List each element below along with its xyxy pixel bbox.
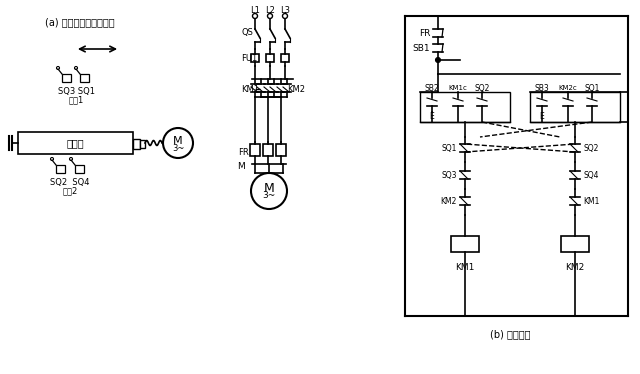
Text: SB3: SB3: [534, 83, 549, 92]
Circle shape: [251, 173, 287, 209]
Text: SQ3 SQ1: SQ3 SQ1: [58, 86, 95, 95]
Bar: [56, 165, 65, 173]
Text: SQ2: SQ2: [583, 144, 598, 153]
Text: KM1: KM1: [241, 85, 259, 94]
Text: KM2: KM2: [287, 85, 305, 94]
Text: KM2: KM2: [565, 263, 584, 272]
Text: M: M: [264, 181, 275, 194]
Text: L3: L3: [280, 6, 290, 15]
Circle shape: [74, 67, 77, 70]
Text: SQ4: SQ4: [583, 171, 598, 180]
Text: SQ1: SQ1: [584, 83, 600, 92]
Circle shape: [282, 13, 287, 18]
Text: (b) 控制线路: (b) 控制线路: [490, 329, 531, 339]
Bar: [18, 132, 133, 154]
Circle shape: [70, 157, 72, 160]
Text: KM1: KM1: [583, 196, 600, 205]
Text: KM2c: KM2c: [559, 85, 577, 91]
Bar: [80, 74, 89, 82]
Text: SQ3: SQ3: [442, 171, 457, 180]
Text: M: M: [237, 162, 244, 171]
Bar: [250, 144, 260, 156]
Text: SQ1: SQ1: [442, 144, 457, 153]
Text: KM2: KM2: [440, 196, 457, 205]
Text: (a) 工作自动循环示意图: (a) 工作自动循环示意图: [45, 17, 115, 27]
Text: KM1c: KM1c: [449, 85, 467, 91]
Text: FR: FR: [238, 147, 249, 156]
Bar: [133, 139, 140, 149]
Bar: [561, 236, 589, 252]
Bar: [530, 92, 620, 122]
Text: L1: L1: [250, 6, 260, 15]
Circle shape: [163, 128, 193, 158]
Text: QS: QS: [241, 28, 253, 37]
Text: FU1: FU1: [241, 53, 257, 62]
Bar: [281, 54, 289, 62]
Text: M: M: [173, 136, 183, 146]
Text: SB2: SB2: [425, 83, 439, 92]
Bar: [266, 54, 274, 62]
Text: FR: FR: [419, 28, 430, 37]
Text: 位置1: 位置1: [68, 95, 84, 104]
Circle shape: [268, 13, 273, 18]
Circle shape: [435, 58, 440, 62]
Circle shape: [51, 157, 54, 160]
Bar: [263, 144, 273, 156]
Bar: [75, 165, 84, 173]
Bar: [451, 236, 479, 252]
Circle shape: [253, 13, 257, 18]
Circle shape: [56, 67, 60, 70]
Text: SQ2: SQ2: [474, 83, 490, 92]
Bar: [251, 54, 259, 62]
Text: SQ2  SQ4: SQ2 SQ4: [51, 178, 90, 187]
Bar: [276, 144, 286, 156]
Text: SB1: SB1: [412, 43, 430, 52]
Bar: [62, 74, 71, 82]
Text: 3~: 3~: [262, 190, 276, 199]
Text: E: E: [429, 111, 434, 120]
Text: 3~: 3~: [172, 144, 184, 153]
Text: 位置2: 位置2: [62, 187, 77, 196]
Text: 工作台: 工作台: [66, 138, 84, 148]
Bar: [140, 140, 145, 148]
Text: KM1: KM1: [455, 263, 475, 272]
Text: L2: L2: [265, 6, 275, 15]
Text: E: E: [539, 111, 544, 120]
Bar: [420, 92, 510, 122]
